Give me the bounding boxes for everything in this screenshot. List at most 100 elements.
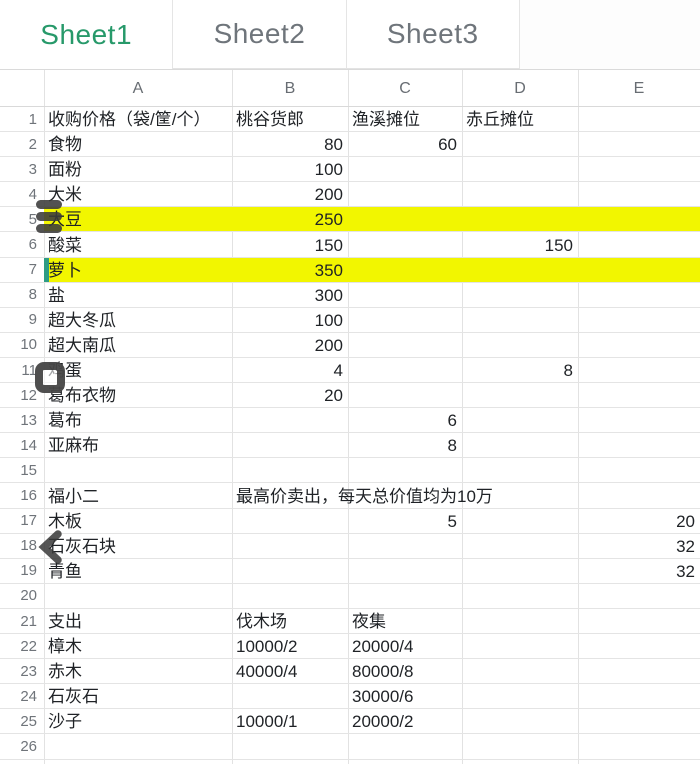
- row-number[interactable]: 4: [28, 185, 37, 203]
- row-number[interactable]: 9: [28, 311, 37, 329]
- row-number[interactable]: 17: [20, 512, 37, 530]
- row-number[interactable]: 23: [20, 662, 37, 680]
- cell-C22[interactable]: 20000/4: [352, 637, 414, 657]
- cell-B2[interactable]: 80: [324, 135, 343, 155]
- row-number[interactable]: 16: [20, 487, 37, 505]
- row-number[interactable]: 5: [28, 210, 37, 228]
- column-header-a[interactable]: A: [132, 79, 144, 97]
- cell-B7[interactable]: 350: [314, 260, 343, 280]
- row-number[interactable]: 6: [28, 236, 37, 254]
- row-number[interactable]: 22: [20, 637, 37, 655]
- cell-A19[interactable]: 青鱼: [48, 561, 82, 581]
- row-number[interactable]: 3: [28, 160, 37, 178]
- tab-sheet1[interactable]: Sheet1: [0, 0, 174, 69]
- cell-A17[interactable]: 木板: [48, 511, 82, 531]
- cell-B3[interactable]: 100: [314, 160, 343, 180]
- cell-C23[interactable]: 80000/8: [352, 662, 414, 682]
- layers-icon[interactable]: [36, 200, 62, 236]
- cell-B6[interactable]: 150: [314, 235, 343, 255]
- row-number[interactable]: 19: [20, 562, 37, 580]
- cell-E17[interactable]: 20: [676, 511, 695, 531]
- row-number[interactable]: 25: [20, 712, 37, 730]
- cell-B5[interactable]: 250: [314, 210, 343, 230]
- cell-A24[interactable]: 石灰石: [48, 687, 99, 707]
- row-number[interactable]: 2: [28, 135, 37, 153]
- cell-A16[interactable]: 福小二: [48, 486, 99, 506]
- cell-B21[interactable]: 伐木场: [236, 612, 287, 631]
- cell-A1[interactable]: 收购价格（袋/筐/个）: [48, 110, 211, 129]
- cell-E19[interactable]: 32: [676, 561, 695, 581]
- cell-C1[interactable]: 渔溪摊位: [352, 110, 420, 129]
- row-number[interactable]: 18: [20, 537, 37, 555]
- row-number[interactable]: 27: [0, 760, 44, 764]
- cell-A12[interactable]: 葛布衣物: [48, 386, 116, 406]
- cell-C25[interactable]: 20000/2: [352, 712, 414, 732]
- cell-A18[interactable]: 石灰石块: [48, 536, 116, 556]
- row-number[interactable]: 12: [20, 386, 37, 404]
- row-number[interactable]: 26: [20, 738, 37, 756]
- row-number[interactable]: 20: [20, 587, 37, 605]
- cell-D6[interactable]: 150: [544, 235, 573, 255]
- cell-C17[interactable]: 5: [447, 511, 457, 531]
- cell-A9[interactable]: 超大冬瓜: [48, 310, 116, 330]
- row-number[interactable]: 1: [28, 110, 37, 128]
- cell-B25[interactable]: 10000/1: [236, 712, 298, 732]
- cell-B16[interactable]: 最高价卖出，每天总价值均为10万: [236, 486, 493, 506]
- row-number[interactable]: 8: [28, 286, 37, 304]
- layers-icon-bar: [36, 212, 62, 221]
- row-number[interactable]: 10: [20, 336, 37, 354]
- cell-B1[interactable]: 桃谷货郎: [236, 110, 304, 129]
- cell-C13[interactable]: 6: [447, 411, 457, 431]
- cell-D1[interactable]: 赤丘摊位: [466, 110, 534, 129]
- cell-C21[interactable]: 夜集: [352, 612, 386, 631]
- cell-B22[interactable]: 10000/2: [236, 637, 298, 657]
- cell-A10[interactable]: 超大南瓜: [48, 335, 116, 355]
- column-header-b[interactable]: B: [284, 79, 296, 97]
- column-header-c[interactable]: C: [399, 79, 411, 97]
- cell-A14[interactable]: 亚麻布: [48, 436, 99, 456]
- cell-B4[interactable]: 200: [314, 185, 343, 205]
- cell-A5[interactable]: 大豆: [48, 210, 82, 230]
- cell-A4[interactable]: 大米: [48, 185, 82, 205]
- chevron-left-icon[interactable]: [37, 530, 63, 569]
- cell-E18[interactable]: 32: [676, 536, 695, 556]
- row-number[interactable]: 7: [28, 261, 37, 279]
- cell-B9[interactable]: 100: [314, 310, 343, 330]
- tab-sheet2[interactable]: Sheet2: [173, 0, 347, 69]
- row-number[interactable]: 24: [20, 687, 37, 705]
- cell-B10[interactable]: 200: [314, 335, 343, 355]
- column-header-d[interactable]: D: [514, 79, 526, 97]
- cell-A25[interactable]: 沙子: [48, 712, 82, 732]
- cell-C24[interactable]: 30000/6: [352, 687, 414, 707]
- column-header-e[interactable]: E: [633, 79, 645, 97]
- row-number[interactable]: 13: [20, 411, 37, 429]
- table-row: 10 超大南瓜 200: [0, 333, 700, 358]
- cell-C2[interactable]: 60: [438, 135, 457, 155]
- row-number[interactable]: 15: [20, 461, 37, 479]
- cell-A13[interactable]: 葛布: [48, 411, 82, 431]
- cell-A6[interactable]: 酸菜: [48, 235, 82, 255]
- cell-C14[interactable]: 8: [447, 436, 457, 456]
- cell-B8[interactable]: 300: [314, 285, 343, 305]
- cell-A22[interactable]: 樟木: [48, 637, 82, 657]
- cell-A2[interactable]: 食物: [48, 135, 82, 155]
- cell-cursor-marker: [44, 257, 49, 282]
- stop-icon[interactable]: [35, 362, 65, 393]
- cell-A7[interactable]: 萝卜: [48, 260, 82, 280]
- gridline-vertical: [462, 70, 463, 764]
- cell-A21[interactable]: 支出: [48, 612, 82, 631]
- cell-A3[interactable]: 面粉: [48, 160, 82, 180]
- row-number[interactable]: 11: [21, 361, 37, 379]
- cell-D11[interactable]: 8: [563, 361, 573, 380]
- row-number[interactable]: 21: [20, 612, 37, 630]
- cell-A11[interactable]: 鸡蛋: [48, 361, 82, 380]
- cell-B23[interactable]: 40000/4: [236, 662, 298, 682]
- tab-sheet3[interactable]: Sheet3: [346, 0, 520, 69]
- cell-A8[interactable]: 盐: [48, 285, 65, 305]
- cell-B12[interactable]: 20: [324, 386, 343, 406]
- select-all-corner[interactable]: [0, 70, 44, 107]
- cell-B11[interactable]: 4: [333, 361, 343, 380]
- cell-A23[interactable]: 赤木: [48, 662, 82, 682]
- row-number[interactable]: 14: [20, 436, 37, 454]
- table-row: 15: [0, 458, 700, 484]
